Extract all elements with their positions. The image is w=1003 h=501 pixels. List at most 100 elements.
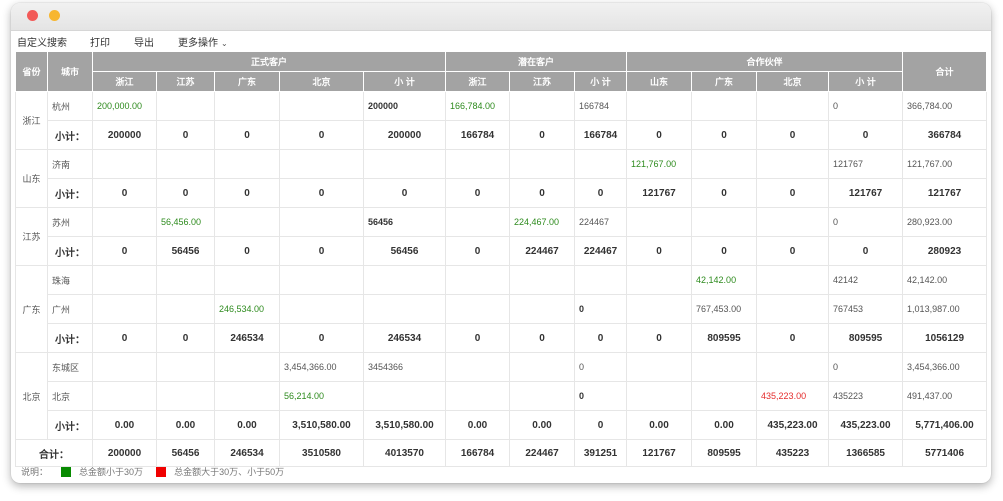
header-formal-guangdong[interactable]: 广东 — [214, 71, 280, 92]
subtotal-cell: 0 — [279, 236, 364, 266]
subtotal-cell: 0 — [691, 236, 758, 266]
data-cell — [445, 265, 511, 295]
data-cell — [626, 265, 693, 295]
close-window-button[interactable] — [27, 10, 38, 21]
subtotal-row: 小计： 200000 0 0 0 200000 166784 0 166784 … — [16, 120, 988, 150]
subtotal-cell: 121767 — [828, 178, 904, 208]
data-cell — [756, 294, 830, 324]
subtotal-cell: 0 — [214, 236, 280, 266]
header-partners[interactable]: 合作伙伴 — [626, 51, 904, 72]
total-cell: 435223 — [756, 439, 830, 467]
print-button[interactable]: 打印 — [90, 38, 110, 49]
table-row: 广东 珠海 42,142.00 42142 42,142.00 — [15, 265, 988, 353]
data-cell: 0 — [574, 352, 628, 382]
header-partner-beijing[interactable]: 北京 — [756, 71, 830, 92]
city-cell: 杭州 — [47, 91, 93, 121]
header-formal-subtotal[interactable]: 小 计 — [362, 71, 447, 92]
data-cell — [626, 91, 693, 121]
data-cell — [509, 381, 576, 411]
header-partner-subtotal[interactable]: 小 计 — [828, 71, 904, 92]
subtotal-cell: 0 — [626, 236, 693, 266]
data-cell — [92, 381, 157, 411]
header-potential-zhejiang[interactable]: 浙江 — [445, 71, 511, 92]
subtotal-cell: 435,223.00 — [828, 410, 904, 440]
header-formal-customers[interactable]: 正式客户 — [91, 51, 447, 72]
subtotal-cell: 56456 — [156, 236, 215, 266]
data-cell: 121,767.00 — [626, 149, 693, 179]
subtotal-cell: 121767 — [626, 178, 693, 208]
header-partner-guangdong[interactable]: 广东 — [691, 71, 758, 92]
province-cell: 北京 — [15, 352, 48, 440]
more-actions-label: 更多操作 — [178, 38, 218, 49]
subtotal-cell: 166784 — [574, 120, 628, 150]
city-cell: 北京 — [47, 381, 93, 411]
export-button[interactable]: 导出 — [134, 38, 154, 49]
data-cell — [362, 265, 447, 295]
data-cell: 280,923.00 — [902, 207, 988, 237]
data-cell: 0 — [828, 91, 904, 121]
data-cell: 435,223.00 — [756, 381, 830, 411]
data-cell: 491,437.00 — [902, 381, 988, 411]
data-cell: 366,784.00 — [902, 91, 988, 121]
header-potential-subtotal[interactable]: 小 计 — [574, 71, 628, 92]
data-cell — [445, 207, 511, 237]
subtotal-label: 小计： — [47, 323, 93, 353]
data-cell — [156, 352, 215, 382]
subtotal-cell: 200000 — [92, 120, 157, 150]
data-cell — [445, 352, 511, 382]
header-potential-customers[interactable]: 潜在客户 — [445, 51, 628, 72]
legend: 说明： 总金额小于30万 总金额大于30万、小于50万 — [21, 465, 284, 481]
data-cell — [691, 149, 758, 179]
subtotal-cell: 0 — [156, 178, 215, 208]
subtotal-cell: 0 — [214, 178, 280, 208]
header-formal-beijing[interactable]: 北京 — [279, 71, 364, 92]
header-partner-shandong[interactable]: 山东 — [626, 71, 693, 92]
subtotal-cell: 366784 — [902, 120, 988, 150]
header-province[interactable]: 省份 — [15, 51, 48, 92]
subtotal-row: 小计： 0 0 0 0 0 0 0 0 121767 0 0 121767 12… — [16, 178, 988, 208]
subtotal-cell: 1056129 — [902, 323, 988, 353]
minimize-window-button[interactable] — [49, 10, 60, 21]
subtotal-label: 小计： — [47, 236, 93, 266]
header-formal-jiangsu[interactable]: 江苏 — [156, 71, 215, 92]
data-cell — [214, 265, 280, 295]
legend-red-swatch — [155, 466, 166, 477]
data-cell: 1,013,987.00 — [902, 294, 988, 324]
subtotal-row: 小计： 0 56456 0 0 56456 0 224467 224467 0 … — [16, 236, 988, 266]
more-actions-button[interactable]: 更多操作 ⌄ — [178, 34, 228, 49]
title-bar — [11, 3, 991, 31]
province-cell: 广东 — [15, 265, 48, 353]
subtotal-cell: 0 — [574, 178, 628, 208]
data-cell: 42,142.00 — [691, 265, 758, 295]
data-cell: 3,454,366.00 — [902, 352, 988, 382]
legend-red-text: 总金额大于30万、小于50万 — [174, 467, 285, 477]
subtotal-cell: 0 — [756, 178, 830, 208]
data-cell: 0 — [574, 381, 628, 411]
custom-search-button[interactable]: 自定义搜索 — [17, 38, 67, 49]
data-cell — [756, 149, 830, 179]
total-cell: 4013570 — [362, 439, 447, 467]
subtotal-cell: 0 — [92, 236, 157, 266]
subtotal-cell: 435,223.00 — [756, 410, 830, 440]
header-formal-zhejiang[interactable]: 浙江 — [92, 71, 157, 92]
subtotal-row: 小计： 0.00 0.00 0.00 3,510,580.00 3,510,58… — [16, 410, 988, 440]
header-potential-jiangsu[interactable]: 江苏 — [509, 71, 576, 92]
data-cell — [691, 207, 758, 237]
subtotal-label: 小计： — [47, 178, 93, 208]
data-cell — [509, 352, 576, 382]
data-cell — [156, 265, 215, 295]
subtotal-cell: 0.00 — [445, 410, 511, 440]
data-cell: 0 — [828, 207, 904, 237]
total-cell: 56456 — [156, 439, 215, 467]
data-cell — [156, 294, 215, 324]
data-cell — [156, 149, 215, 179]
subtotal-cell: 0 — [279, 178, 364, 208]
header-city[interactable]: 城市 — [47, 51, 93, 92]
data-cell: 224467 — [574, 207, 628, 237]
subtotal-cell: 0 — [279, 323, 364, 353]
header-total[interactable]: 合计 — [902, 51, 988, 92]
data-cell — [691, 352, 758, 382]
grand-total-label: 合计： — [15, 439, 93, 467]
total-cell: 809595 — [691, 439, 758, 467]
subtotal-cell: 0 — [756, 120, 830, 150]
